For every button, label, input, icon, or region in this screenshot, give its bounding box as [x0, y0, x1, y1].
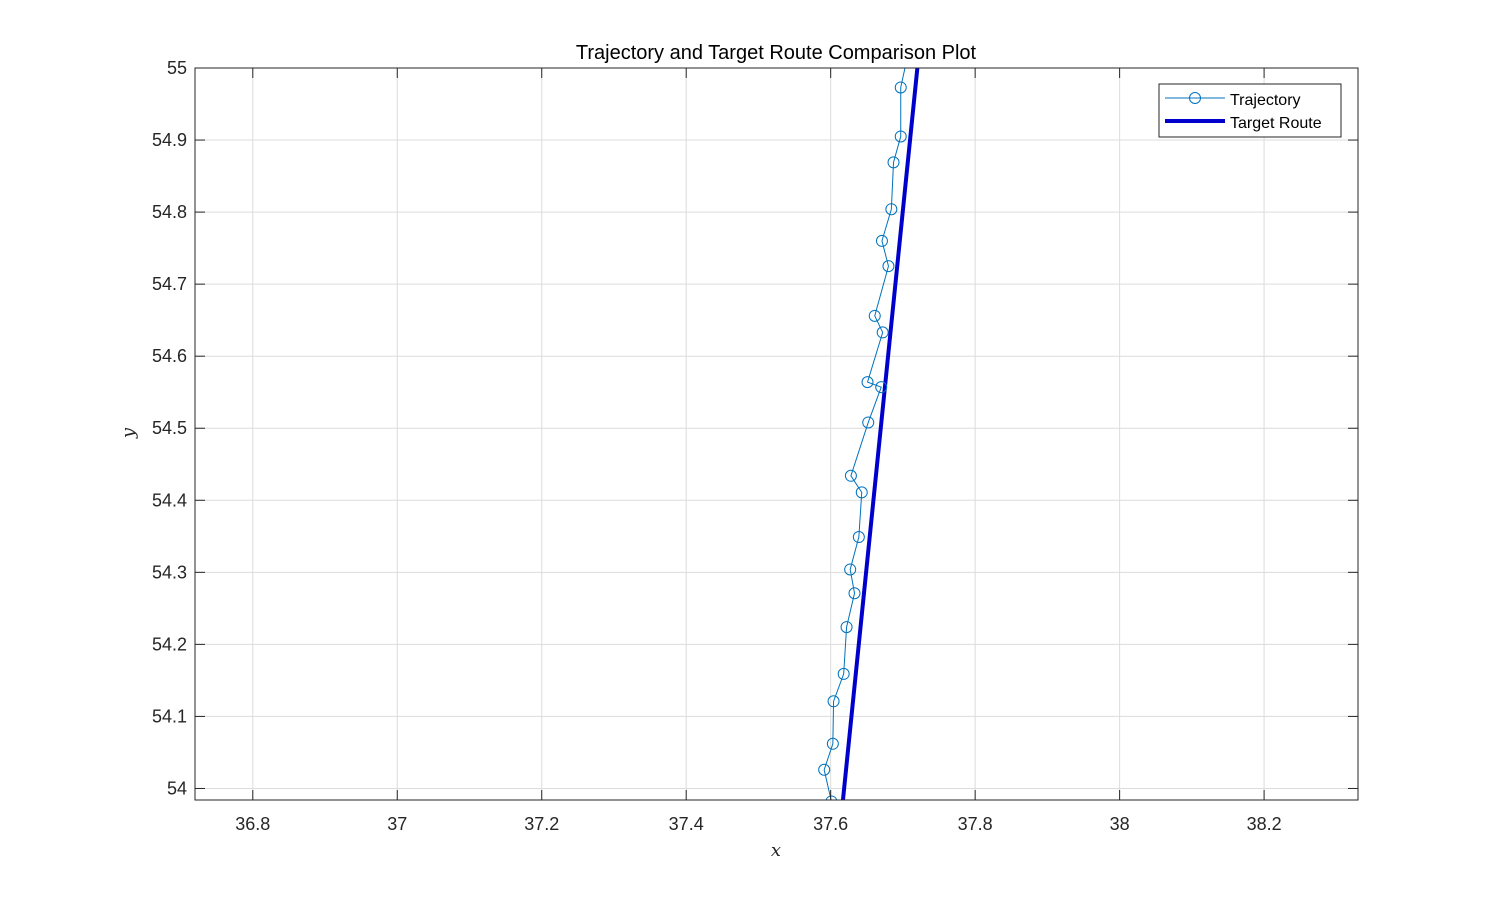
- series-layer: [818, 68, 920, 800]
- x-tick-labels: 36.8 37 37.2 37.4 37.6 37.8 38 38.2: [235, 814, 1281, 834]
- trajectory-point: [882, 260, 895, 273]
- legend: Trajectory Target Route: [1158, 83, 1342, 138]
- trajectory-point: [818, 763, 831, 776]
- axes-box: [194, 67, 1359, 801]
- trajectory-point: [844, 469, 857, 482]
- trajectory-point: [868, 309, 881, 322]
- y-tick-label: 55: [167, 58, 187, 78]
- trajectory-point: [876, 326, 889, 339]
- y-tick-label: 54.6: [152, 346, 187, 366]
- x-tick-label: 37.2: [524, 814, 559, 834]
- trajectory-point: [885, 203, 898, 216]
- x-tick-label: 37: [387, 814, 407, 834]
- trajectory-point: [825, 795, 838, 800]
- trajectory-point: [837, 667, 850, 680]
- legend-trajectory-label: Trajectory: [1230, 92, 1301, 109]
- trajectory-point: [894, 81, 907, 94]
- trajectory-point: [848, 587, 861, 600]
- chart-title: Trajectory and Target Route Comparison P…: [576, 42, 977, 64]
- trajectory-point: [887, 156, 900, 169]
- y-tick-label: 54.4: [152, 490, 187, 510]
- trajectory-point: [840, 621, 853, 634]
- y-tick-labels: 54 54.1 54.2 54.3 54.4 54.5 54.6 54.7 54.8 54.9 55: [152, 58, 187, 798]
- trajectory-point: [875, 381, 888, 394]
- x-tick-label: 38.2: [1247, 814, 1282, 834]
- y-axis-label: y: [118, 427, 139, 439]
- y-tick-label: 54.5: [152, 418, 187, 438]
- target-route-line: [840, 68, 920, 800]
- legend-target-route-label: Target Route: [1230, 115, 1322, 132]
- x-tick-label: 36.8: [235, 814, 270, 834]
- x-tick-label: 38: [1110, 814, 1130, 834]
- trajectory-line: [823, 68, 906, 800]
- y-tick-label: 54.2: [152, 634, 187, 654]
- legend-box: [1158, 83, 1342, 138]
- trajectory-point: [827, 695, 840, 708]
- x-tick-label: 37.6: [813, 814, 848, 834]
- trajectory-point: [861, 376, 874, 389]
- trajectory-point: [855, 486, 868, 499]
- y-tick-label: 54.9: [152, 130, 187, 150]
- trajectory-point: [875, 234, 888, 247]
- legend-trajectory-marker-icon: [1189, 92, 1201, 104]
- y-tick-label: 54.8: [152, 202, 187, 222]
- trajectory-point: [894, 130, 907, 143]
- x-tick-label: 37.4: [669, 814, 704, 834]
- trajectory-point: [862, 416, 875, 429]
- x-tick-label: 37.8: [958, 814, 993, 834]
- y-tick-label: 54.1: [152, 706, 187, 726]
- trajectory-point: [852, 531, 865, 544]
- trajectory-point: [826, 737, 839, 750]
- y-tick-label: 54.3: [152, 562, 187, 582]
- trajectory-point: [844, 563, 857, 576]
- y-tick-label: 54: [167, 778, 187, 798]
- plot-area: [195, 68, 1358, 800]
- y-tick-label: 54.7: [152, 274, 187, 294]
- tick-marks: [195, 67, 1358, 800]
- x-axis-label: x: [771, 840, 781, 861]
